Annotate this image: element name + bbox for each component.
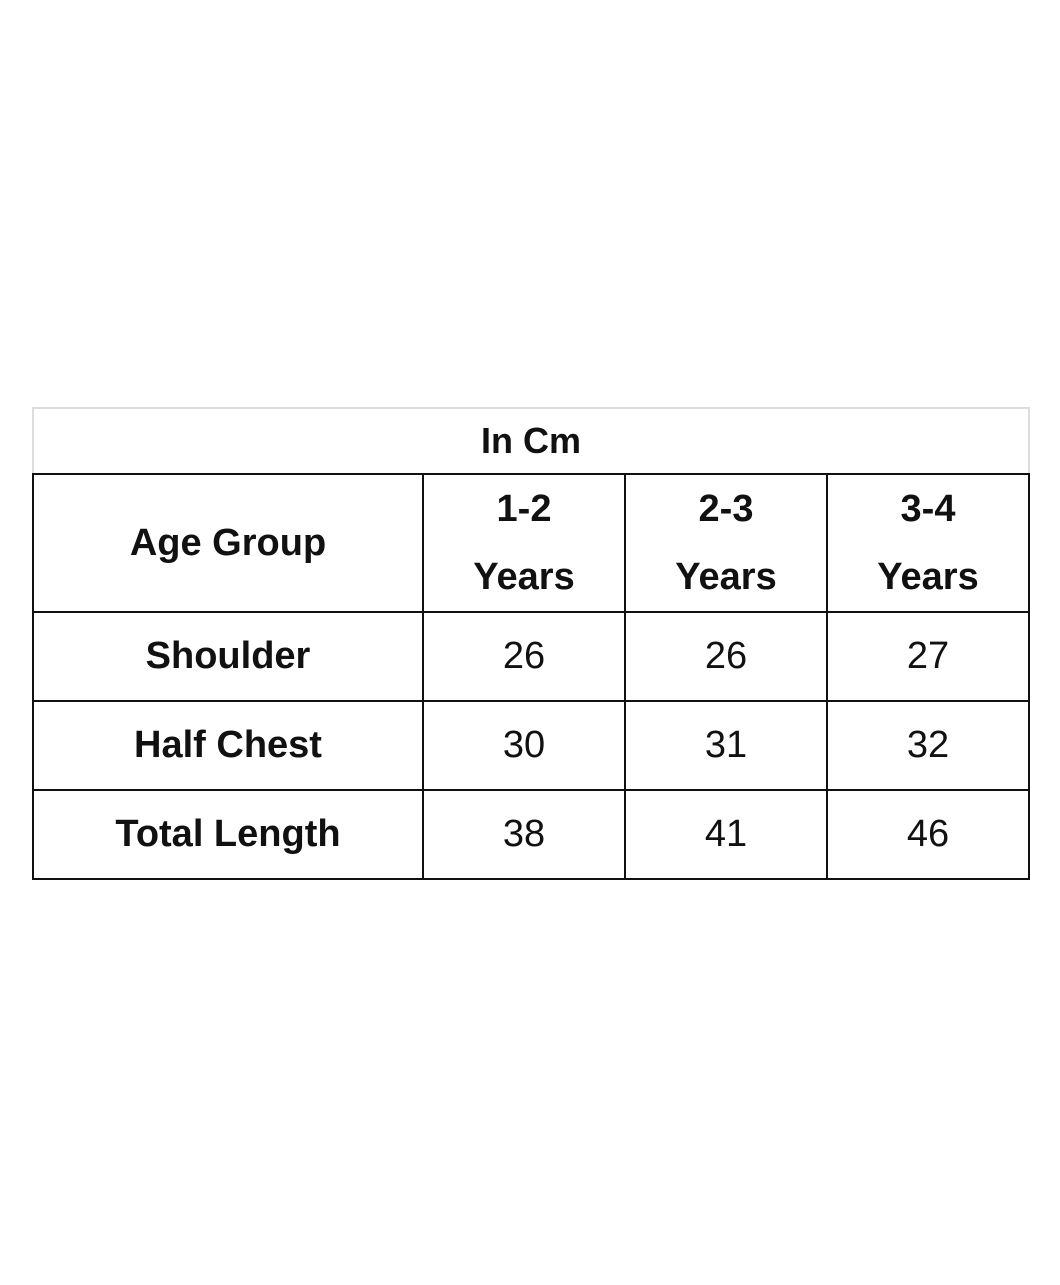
- value-cell: 26: [422, 611, 626, 702]
- value-cell: 27: [825, 611, 1031, 702]
- header-cell: 3-4 Years: [825, 473, 1031, 613]
- value-cell: 38: [422, 789, 626, 880]
- table-row: Total Length 38 41 46: [32, 789, 1031, 880]
- value-cell: 32: [825, 700, 1031, 791]
- header-text: 3-4 Years: [877, 488, 979, 598]
- table-title: In Cm: [31, 407, 1031, 475]
- value-cell: 31: [624, 700, 828, 791]
- table-body: In Cm Age Group 1-2 Years 2-3 Years 3-4 Year…: [31, 407, 1031, 880]
- table-row: Shoulder 26 26 27: [32, 611, 1031, 702]
- row-label: Total Length: [32, 789, 424, 880]
- header-text: Age Group: [129, 522, 327, 564]
- title-row: In Cm: [31, 407, 1031, 475]
- row-label: Half Chest: [32, 700, 424, 791]
- header-cell: 2-3 Years: [624, 473, 828, 613]
- header-text: 2-3 Years: [675, 488, 777, 598]
- size-table: In Cm Age Group 1-2 Years 2-3 Years 3-4 Year…: [31, 407, 1031, 880]
- header-cell: 1-2 Years: [422, 473, 626, 613]
- header-cell: Age Group: [32, 473, 424, 613]
- value-cell: 41: [624, 789, 828, 880]
- table-row: Half Chest 30 31 32: [32, 700, 1031, 791]
- value-cell: 46: [825, 789, 1031, 880]
- value-cell: 26: [624, 611, 828, 702]
- header-text: 1-2 Years: [473, 488, 575, 598]
- header-row: Age Group 1-2 Years 2-3 Years 3-4 Years: [32, 473, 1031, 613]
- value-cell: 30: [422, 700, 626, 791]
- row-label: Shoulder: [32, 611, 424, 702]
